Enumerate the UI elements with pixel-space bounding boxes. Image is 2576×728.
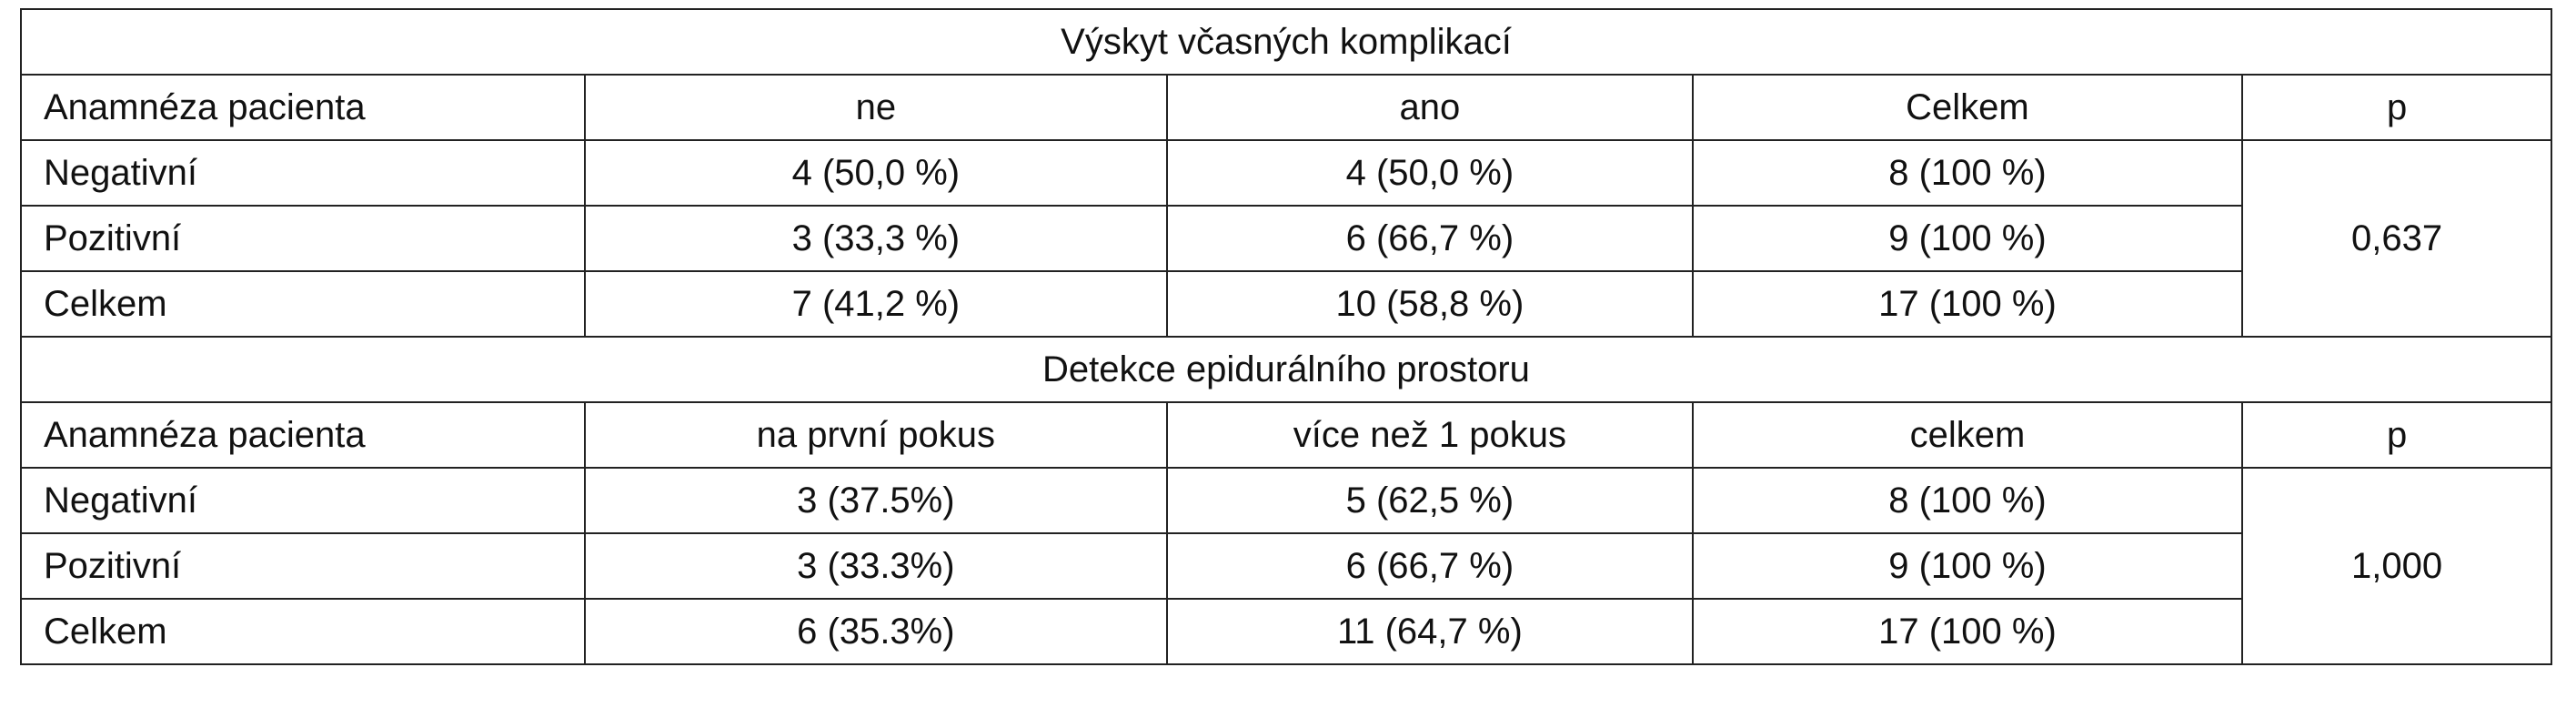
data-cell: 8 (100 %)	[1691, 139, 2244, 207]
data-cell: 11 (64,7 %)	[1166, 598, 1694, 665]
header-cell: Celkem	[1691, 74, 2244, 141]
header-row: Anamnéza pacienta ne ano Celkem p	[20, 74, 2552, 141]
section-title: Výskyt včasných komplikací	[20, 8, 2552, 76]
row-label: Pozitivní	[20, 532, 586, 600]
row-label: Celkem	[20, 598, 586, 665]
data-row: Celkem 6 (35.3%) 11 (64,7 %) 17 (100 %)	[20, 598, 2551, 665]
section-title-row: Výskyt včasných komplikací	[20, 8, 2552, 76]
data-row: Pozitivní 3 (33,3 %) 6 (66,7 %) 9 (100 %)	[20, 205, 2551, 272]
data-cell: 10 (58,8 %)	[1166, 270, 1694, 338]
header-cell: Anamnéza pacienta	[20, 401, 586, 469]
data-cell: 3 (33,3 %)	[583, 205, 1169, 272]
header-cell: více než 1 pokus	[1166, 401, 1694, 469]
section-title-row: Detekce epidurálního prostoru	[20, 336, 2552, 403]
section-title: Detekce epidurálního prostoru	[20, 336, 2552, 403]
header-cell: na první pokus	[583, 401, 1169, 469]
row-label: Celkem	[20, 270, 586, 338]
data-cell: 17 (100 %)	[1691, 270, 2244, 338]
p-value: 1,000	[2241, 467, 2552, 665]
data-cell: 6 (35.3%)	[583, 598, 1169, 665]
header-cell: ano	[1166, 74, 1694, 141]
data-cell: 3 (37.5%)	[583, 467, 1169, 534]
data-cell: 6 (66,7 %)	[1166, 205, 1694, 272]
data-cell: 9 (100 %)	[1691, 532, 2244, 600]
header-cell: ne	[583, 74, 1169, 141]
p-value: 0,637	[2241, 139, 2552, 338]
table-body: Výskyt včasných komplikací Anamnéza pacie…	[20, 8, 2552, 665]
data-cell: 9 (100 %)	[1691, 205, 2244, 272]
header-row: Anamnéza pacienta na první pokus více než …	[20, 401, 2552, 469]
data-cell: 17 (100 %)	[1691, 598, 2244, 665]
data-row: Negativní 4 (50,0 %) 4 (50,0 %) 8 (100 %) 0,…	[20, 139, 2552, 338]
data-cell: 4 (50,0 %)	[1166, 139, 1694, 207]
data-cell: 4 (50,0 %)	[583, 139, 1169, 207]
data-cell: 3 (33.3%)	[583, 532, 1169, 600]
data-row: Pozitivní 3 (33.3%) 6 (66,7 %) 9 (100 %)	[20, 532, 2551, 600]
data-table: Výskyt včasných komplikací Anamnéza pacie…	[20, 8, 2552, 665]
data-row: Celkem 7 (41,2 %) 10 (58,8 %) 17 (100 %)	[20, 270, 2551, 338]
row-label: Negativní	[20, 467, 586, 534]
data-cell: 6 (66,7 %)	[1166, 532, 1694, 600]
data-row: Negativní 3 (37.5%) 5 (62,5 %) 8 (100 %) 1,0…	[20, 467, 2552, 665]
header-cell: Anamnéza pacienta	[20, 74, 586, 141]
data-cell: 5 (62,5 %)	[1166, 467, 1694, 534]
data-cell: 8 (100 %)	[1691, 467, 2244, 534]
row-label: Pozitivní	[20, 205, 586, 272]
header-cell: p	[2241, 401, 2552, 469]
header-cell: p	[2241, 74, 2552, 141]
row-label: Negativní	[20, 139, 586, 207]
data-cell: 7 (41,2 %)	[583, 270, 1169, 338]
header-cell: celkem	[1691, 401, 2244, 469]
